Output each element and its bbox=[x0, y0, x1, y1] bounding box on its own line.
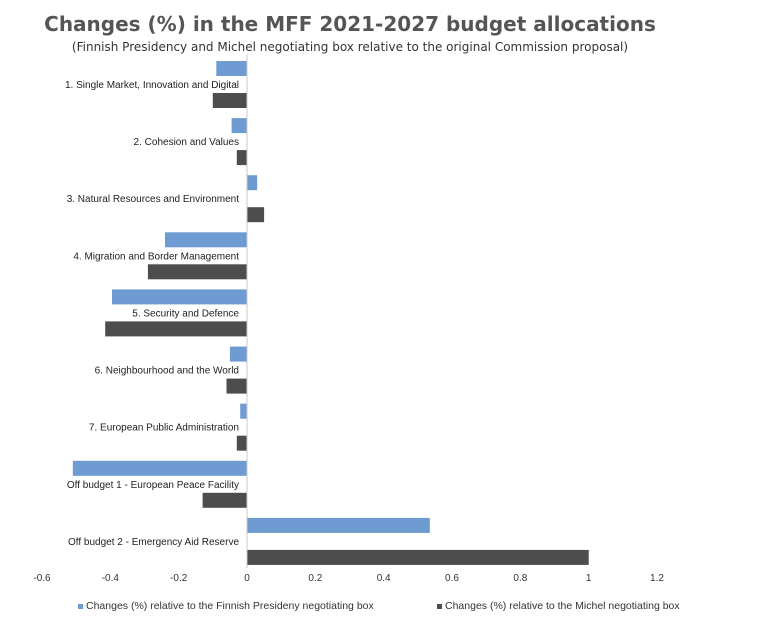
category-label: Off budget 2 - Emergency Aid Reserve bbox=[68, 537, 239, 548]
bar-finnish bbox=[112, 289, 247, 305]
x-tick-label: 0.4 bbox=[377, 573, 391, 584]
category-label: 1. Single Market, Innovation and Digital bbox=[65, 80, 239, 91]
chart-subtitle: (Finnish Presidency and Michel negotiati… bbox=[71, 40, 629, 54]
x-tick-label: 0.6 bbox=[445, 573, 459, 584]
chart-title: Changes (%) in the MFF 2021-2027 budget … bbox=[44, 12, 656, 36]
x-tick-label: 1 bbox=[586, 573, 592, 584]
x-tick-label: 0.8 bbox=[513, 573, 527, 584]
legend-label-michel: Changes (%) relative to the Michel negot… bbox=[445, 600, 680, 612]
bar-michel bbox=[202, 492, 247, 508]
x-tick-label: 1.2 bbox=[650, 573, 664, 584]
bar-michel bbox=[236, 435, 248, 451]
bar-michel bbox=[247, 549, 589, 565]
x-tick-label: -0.6 bbox=[33, 573, 51, 584]
bar-finnish bbox=[247, 517, 430, 533]
bar-michel bbox=[247, 207, 265, 223]
x-tick-label: 0 bbox=[244, 573, 250, 584]
bar-michel bbox=[147, 264, 247, 280]
bar-finnish bbox=[231, 118, 247, 134]
x-tick-label: -0.4 bbox=[102, 573, 120, 584]
bar-chart: 1. Single Market, Innovation and Digital… bbox=[33, 54, 664, 584]
legend: Changes (%) relative to the Finnish Pres… bbox=[0, 600, 768, 614]
x-tick-label: 0.2 bbox=[308, 573, 322, 584]
category-label: 3. Natural Resources and Environment bbox=[67, 194, 240, 205]
legend-label-finnish: Changes (%) relative to the Finnish Pres… bbox=[86, 600, 374, 612]
category-label: 5. Security and Defence bbox=[132, 308, 239, 319]
x-tick-label: -0.2 bbox=[170, 573, 188, 584]
category-label: 4. Migration and Border Management bbox=[73, 251, 239, 262]
legend-swatch-michel bbox=[437, 603, 442, 609]
bar-finnish bbox=[165, 232, 247, 248]
bar-michel bbox=[226, 378, 247, 394]
category-label: 2. Cohesion and Values bbox=[134, 137, 239, 148]
legend-swatch-finnish bbox=[78, 603, 83, 609]
category-label: 7. European Public Administration bbox=[89, 423, 239, 434]
bar-finnish bbox=[216, 61, 248, 76]
bar-michel bbox=[105, 321, 247, 337]
bar-finnish bbox=[247, 175, 258, 191]
legend-item-michel: Changes (%) relative to the Michel negot… bbox=[437, 600, 680, 612]
legend-item-finnish: Changes (%) relative to the Finnish Pres… bbox=[78, 600, 374, 612]
bar-finnish bbox=[240, 403, 247, 419]
bar-michel bbox=[212, 93, 247, 108]
category-label: Off budget 1 - European Peace Facility bbox=[67, 480, 239, 491]
category-label: 6. Neighbourhood and the World bbox=[95, 366, 239, 377]
bar-finnish bbox=[72, 460, 248, 476]
bar-finnish bbox=[229, 346, 247, 362]
bar-michel bbox=[236, 150, 248, 166]
